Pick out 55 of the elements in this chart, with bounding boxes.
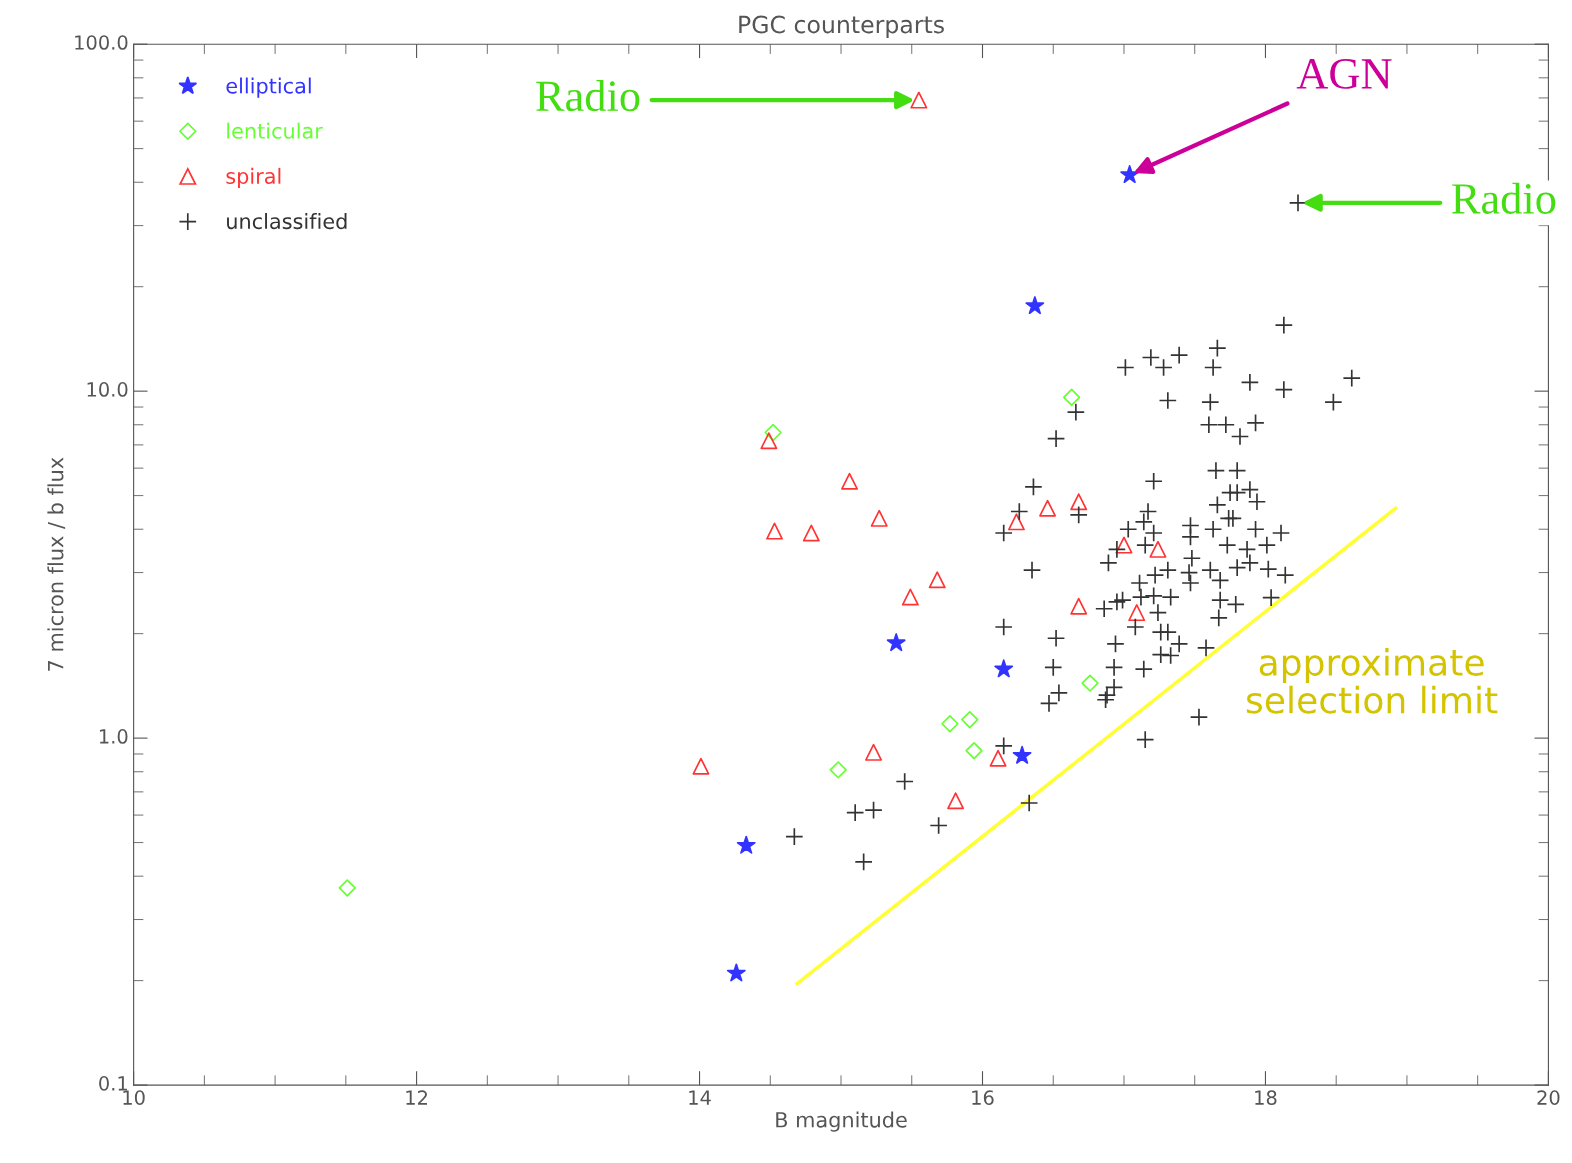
y-tick-label: 0.1 xyxy=(99,1076,127,1091)
x-tick-label: 12 xyxy=(406,1090,427,1105)
point xyxy=(766,522,783,540)
x-tick-label: 20 xyxy=(1537,1090,1560,1105)
point xyxy=(1039,499,1057,517)
point xyxy=(901,588,919,606)
point xyxy=(928,571,946,589)
point xyxy=(865,743,883,761)
point xyxy=(1115,536,1133,554)
point xyxy=(802,524,820,542)
legend-label: lenticular xyxy=(227,122,323,139)
point xyxy=(961,711,979,729)
point xyxy=(841,472,858,490)
point xyxy=(1007,513,1025,531)
x-tick-label: 18 xyxy=(1255,1090,1277,1105)
point xyxy=(947,792,965,810)
point xyxy=(1062,388,1081,406)
point xyxy=(994,659,1014,678)
point xyxy=(1081,674,1099,692)
legend-label: unclassified xyxy=(227,213,347,230)
point xyxy=(1070,493,1088,511)
x-tick-label: 16 xyxy=(972,1090,994,1105)
chart-title: PGC counterparts xyxy=(739,15,944,38)
point xyxy=(829,761,847,779)
x-tick-label: 10 xyxy=(123,1090,145,1105)
point xyxy=(726,963,746,982)
legend-label: elliptical xyxy=(226,77,311,98)
annotation: AGN xyxy=(1296,58,1392,89)
point xyxy=(760,432,778,450)
point xyxy=(736,835,756,854)
annotation: Radio xyxy=(1452,182,1556,214)
point xyxy=(989,749,1007,767)
point xyxy=(910,91,928,109)
point xyxy=(886,633,906,652)
y-tick-label: 100.0 xyxy=(75,35,128,50)
x-tick-label: 14 xyxy=(689,1090,711,1105)
point xyxy=(1120,165,1140,184)
point xyxy=(965,741,983,760)
point xyxy=(1070,597,1088,615)
y-tick-label: 1.0 xyxy=(99,729,128,744)
annotation: approximate selection limit xyxy=(1246,648,1498,714)
y-axis-title: 7 micron flux / b flux xyxy=(47,457,66,671)
y-tick-label: 10.0 xyxy=(87,382,128,397)
point xyxy=(692,757,710,775)
point xyxy=(1128,604,1146,622)
annotation: Radio xyxy=(536,79,640,112)
legend-label: spiral xyxy=(226,167,281,189)
x-axis-title: B magnitude xyxy=(776,1111,907,1132)
point xyxy=(1149,540,1167,558)
point xyxy=(941,715,959,733)
point xyxy=(1012,745,1032,764)
point xyxy=(1025,296,1045,315)
point xyxy=(870,509,888,527)
point xyxy=(764,423,782,442)
point xyxy=(338,879,356,897)
